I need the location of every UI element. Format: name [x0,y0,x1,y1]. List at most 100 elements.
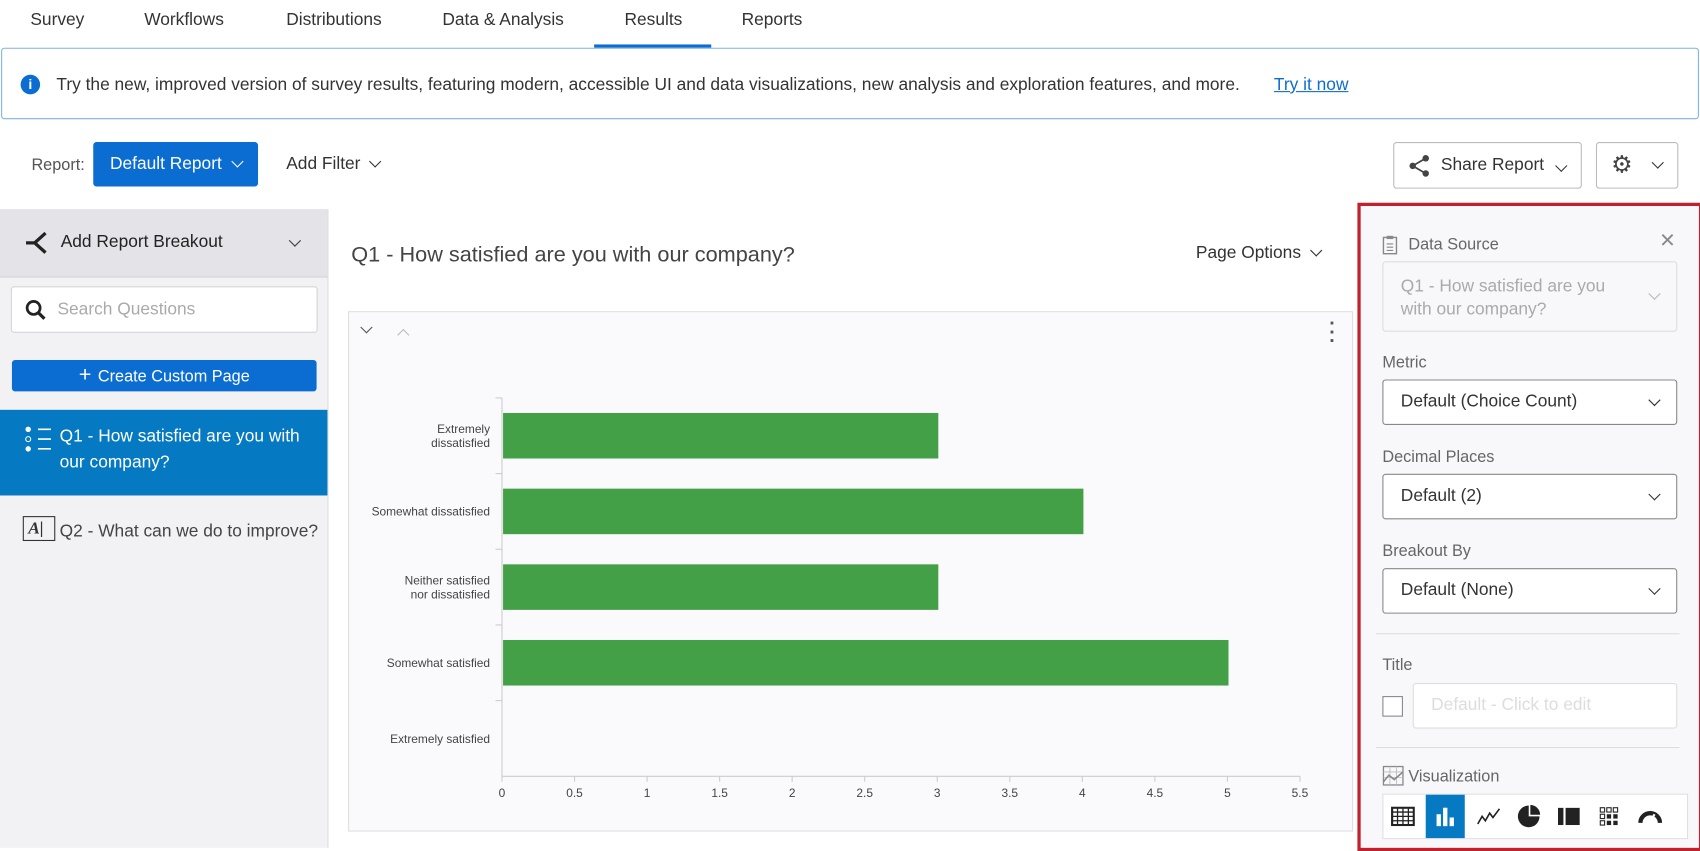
bar-chart: Extremely dissatisfied Somewhat dissatisfi… [372,397,1309,800]
x-tick-label: 2.5 [856,786,873,800]
visualization-label: Visualization [1408,767,1500,787]
chevron-down-icon [1555,159,1568,173]
multiple-choice-icon [25,426,51,452]
chevron-down-icon [1310,244,1323,257]
tab-reports[interactable]: Reports [741,10,803,30]
breakout-by-label: Breakout By [1382,542,1471,561]
stacked-bar-icon[interactable] [1549,795,1588,838]
bar [503,564,939,610]
table-icon[interactable] [1383,795,1422,838]
add-report-breakout[interactable]: Add Report Breakout [0,209,328,278]
try-it-now-link[interactable]: Try it now [1273,75,1349,95]
x-tick-label: 2 [789,786,796,800]
title-input[interactable]: Default - Click to edit [1412,683,1678,729]
new-results-banner: i Try the new, improved version of surve… [1,47,1699,120]
title-placeholder: Default - Click to edit [1431,696,1592,715]
line-chart-icon[interactable] [1469,795,1508,838]
close-icon[interactable]: × [1659,225,1676,255]
data-source-value: Q1 - How satisfied are you with our comp… [1400,277,1606,319]
data-source-label: Data Source [1408,235,1499,254]
breakout-by-value: Default (None) [1400,581,1514,600]
x-tick-label: 4 [1079,786,1086,800]
chevron-down-icon [1648,488,1661,501]
create-custom-page-button[interactable]: + Create Custom Page [11,359,317,392]
text-entry-icon: A| [22,516,56,542]
x-tick-label: 3 [934,786,941,800]
x-tick-label: 4.5 [1147,786,1164,800]
heat-map-icon[interactable] [1589,795,1628,838]
add-filter-label: Add Filter [286,155,361,174]
banner-message: Try the new, improved version of survey … [56,75,1240,95]
sidebar-item-q2[interactable]: A| Q2 - What can we do to improve? [0,497,327,564]
question-sidebar: Add Report Breakout Search Questions + Cr… [0,209,329,848]
page-options-label: Page Options [1195,243,1301,263]
metric-value: Default (Choice Count) [1400,392,1578,411]
chevron-down-icon [1648,287,1661,300]
category-label: Somewhat satisfied [387,656,490,670]
add-filter-button[interactable]: Add Filter [286,155,382,175]
tab-distributions[interactable]: Distributions [286,10,382,30]
settings-button[interactable]: ⚙ [1595,142,1679,189]
share-report-button[interactable]: Share Report [1393,142,1582,189]
q2-label: Q2 - What can we do to improve? [59,522,319,542]
info-icon: i [20,74,41,95]
search-icon [25,300,46,320]
x-tick-label: 1 [644,786,651,800]
share-icon [1409,155,1429,177]
visualization-picker [1382,793,1689,840]
top-tabs: Survey Workflows Distributions Data & An… [0,0,1700,48]
share-report-label: Share Report [1440,156,1545,175]
tab-results[interactable]: Results [624,10,683,30]
q1-label: Q1 - How satisfied are you with our comp… [59,427,300,472]
x-tick-label: 3.5 [1002,786,1019,800]
visualization-icon [1382,765,1404,786]
x-tick-label: 1.5 [711,786,728,800]
pie-chart-icon[interactable] [1509,795,1548,838]
x-tick-label: 0.5 [566,786,583,800]
divider [1375,633,1680,635]
bar [503,488,1084,535]
sidebar-item-q1[interactable]: Q1 - How satisfied are you with our comp… [0,409,328,496]
page-options-button[interactable]: Page Options [1195,243,1323,264]
active-tab-indicator [594,44,712,48]
bar [503,412,939,459]
decimal-places-label: Decimal Places [1382,447,1495,467]
more-options-icon[interactable]: · · · [1329,312,1336,352]
decimal-places-select[interactable]: Default (2) [1382,473,1678,520]
chevron-down-icon [1648,393,1661,407]
breakout-by-select[interactable]: Default (None) [1382,568,1678,614]
chevron-down-icon [369,155,382,168]
tab-data-analysis[interactable]: Data & Analysis [442,10,564,30]
bar-chart-icon[interactable] [1425,794,1465,839]
create-page-label: Create Custom Page [97,367,250,386]
page-title: Q1 - How satisfied are you with our comp… [351,242,795,267]
decimal-places-value: Default (2) [1400,486,1482,506]
title-label: Title [1382,655,1413,675]
plus-icon: + [78,363,92,388]
tab-workflows[interactable]: Workflows [144,10,224,30]
x-tick-label: 5.5 [1292,786,1309,800]
category-label: Extremely dissatisfied [431,422,490,450]
gauge-icon[interactable] [1631,795,1670,838]
metric-label: Metric [1382,353,1427,372]
title-checkbox[interactable] [1382,696,1403,717]
chevron-down-icon [288,234,302,247]
chevron-down-icon [230,155,244,168]
report-value: Default Report [109,155,222,174]
gear-icon: ⚙ [1611,150,1633,178]
breakout-label: Add Report Breakout [60,233,223,252]
divider [1375,747,1680,749]
report-label: Report: [31,156,85,175]
metric-select[interactable]: Default (Choice Count) [1382,379,1678,426]
breakout-icon [26,231,47,254]
tab-survey[interactable]: Survey [30,10,85,30]
search-questions-input[interactable]: Search Questions [10,286,318,333]
data-source-select[interactable]: Q1 - How satisfied are you with our comp… [1382,261,1678,332]
search-placeholder: Search Questions [57,300,196,319]
report-dropdown[interactable]: Default Report [93,142,259,187]
category-label: Somewhat dissatisfied [372,505,490,519]
category-label: Extremely satisfied [390,732,490,746]
category-label: Neither satisfied nor dissatisfied [405,573,490,601]
x-tick-label: 5 [1224,786,1231,800]
chevron-down-icon [1648,582,1661,595]
